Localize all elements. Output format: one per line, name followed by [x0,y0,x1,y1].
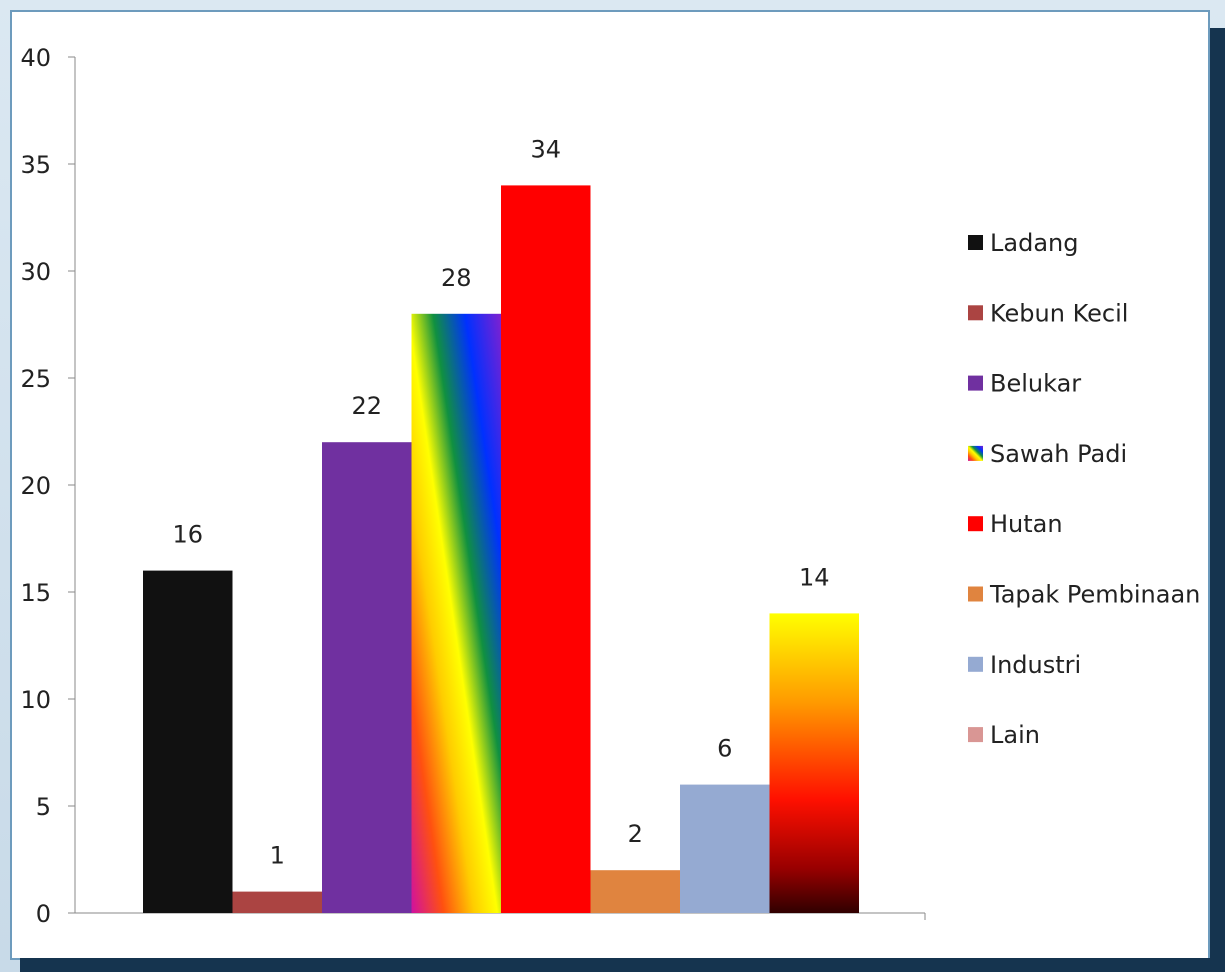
y-tick-label: 30 [20,258,51,286]
legend-label: Tapak Pembinaan [989,581,1200,609]
legend-swatch [968,376,983,391]
legend-swatch [968,516,983,531]
bar-lain [770,613,860,913]
y-tick-label: 0 [36,900,51,928]
legend-label: Industri [990,651,1081,679]
y-tick-label: 35 [20,151,51,179]
data-label: 28 [441,264,472,292]
y-tick-label: 5 [36,793,51,821]
data-label: 14 [799,563,830,591]
bar-hutan [501,185,591,913]
y-tick-label: 15 [20,579,51,607]
data-label: 1 [270,842,285,870]
legend-swatch [968,446,983,461]
legend-swatch [968,587,983,602]
bar-kebun-kecil [233,892,323,913]
y-tick-label: 25 [20,365,51,393]
legend-label: Sawah Padi [990,440,1127,468]
bar-belukar [322,442,412,913]
bar-industri [680,785,770,913]
bar-tapak-pembinaan [591,870,681,913]
legend-label: Belukar [990,370,1081,398]
legend-label: Kebun Kecil [990,299,1128,327]
legend-swatch [968,727,983,742]
data-label: 2 [628,820,643,848]
legend-label: Hutan [990,510,1063,538]
bar-sawah-padi [412,314,502,913]
legend-swatch [968,305,983,320]
data-label: 22 [351,392,382,420]
legend-swatch [968,657,983,672]
bar-ladang [143,571,233,913]
bars-group [143,185,859,913]
y-tick-label: 10 [20,686,51,714]
legend: Ladang Kebun Kecil Belukar Sawah Padi Hutan T… [968,229,1200,749]
data-label: 34 [530,135,561,163]
data-label: 16 [172,521,203,549]
data-label: 6 [717,735,732,763]
legend-label: Lain [990,721,1040,749]
legend-swatch [968,235,983,250]
y-tick-label: 40 [20,44,51,72]
legend-label: Ladang [990,229,1078,257]
y-tick-label: 20 [20,472,51,500]
